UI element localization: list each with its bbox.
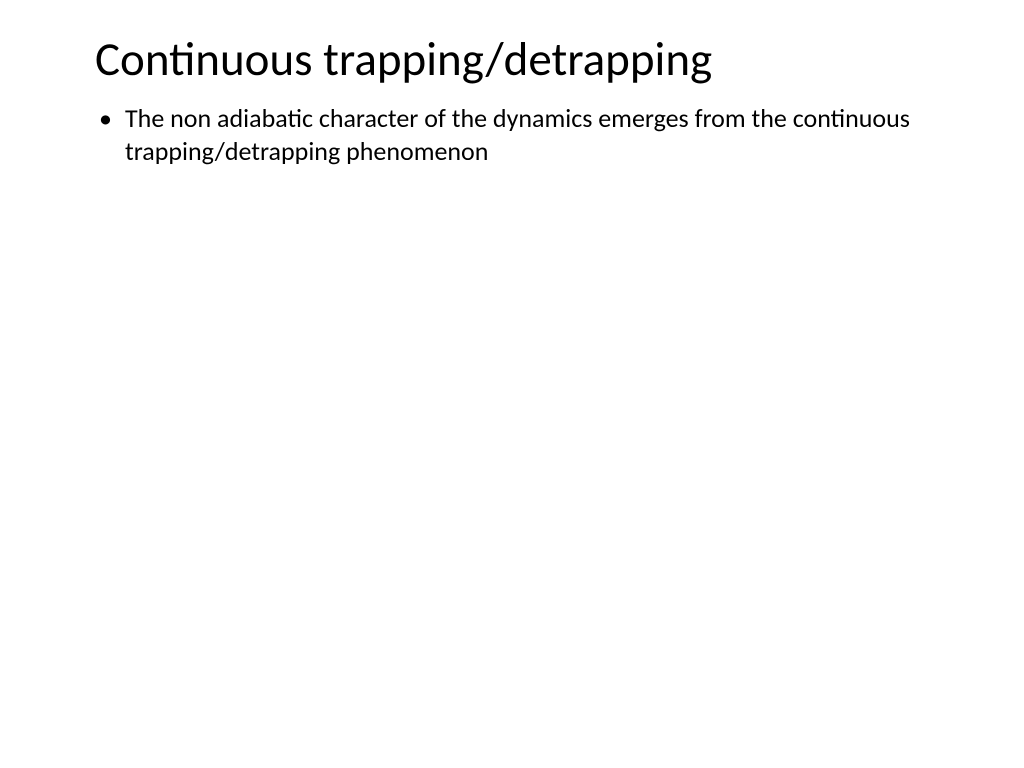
bullet-list: The non adiabatic character of the dynam… [95,102,954,167]
slide-container: Continuous trapping/detrapping The non a… [0,0,1024,768]
bullet-item: The non adiabatic character of the dynam… [95,102,954,167]
slide-content: The non adiabatic character of the dynam… [95,102,954,167]
slide-title: Continuous trapping/detrapping [95,30,954,88]
